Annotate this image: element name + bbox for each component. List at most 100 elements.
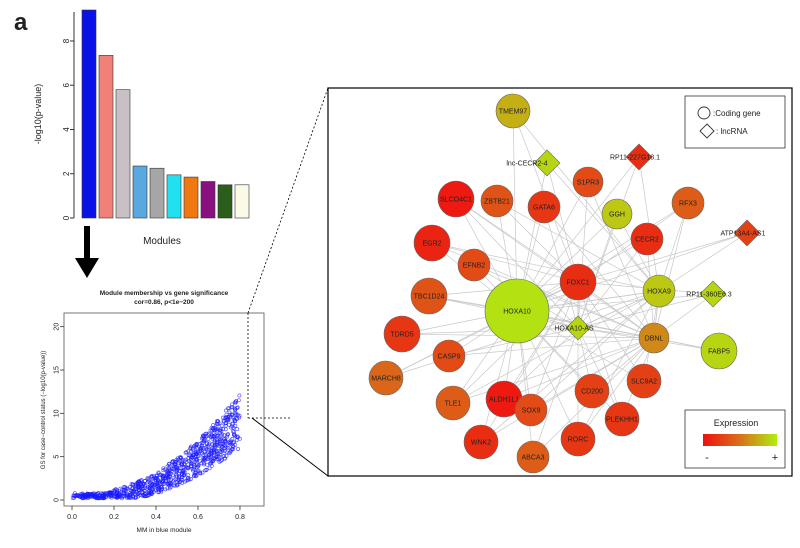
network-edge xyxy=(452,337,655,404)
network-node: RP11-360E6.3 xyxy=(686,280,732,308)
scatter-point xyxy=(118,486,123,491)
scatter-point xyxy=(215,457,219,462)
network-node: HOXA10-AS xyxy=(554,315,594,341)
scatter-point xyxy=(194,465,199,470)
scatter-point xyxy=(72,493,77,498)
scatter-point xyxy=(165,476,170,480)
scatter-y-axis-title: GS for case−control status (−log10(p-val… xyxy=(41,351,47,469)
bar xyxy=(98,55,114,219)
coding-gene-node-shape xyxy=(604,401,640,437)
coding-gene-node-shape xyxy=(700,332,738,370)
coding-gene-node-shape xyxy=(638,322,670,354)
coding-gene-node-shape xyxy=(368,360,404,396)
scatter-point xyxy=(230,447,235,452)
coexpression-network: HOXA10 TMEM97 lnc-CECR2-4 RP11-227G18.1 SLCO… xyxy=(327,87,793,477)
scatter-title: Module membership vs gene significance xyxy=(100,290,229,297)
scatter-point xyxy=(220,458,224,462)
scatter-point xyxy=(233,411,238,416)
down-arrow-icon xyxy=(75,226,99,278)
scatter-point xyxy=(211,446,216,451)
network-node: DBNL xyxy=(638,322,670,354)
scatter-point xyxy=(221,437,226,441)
scatter-point xyxy=(134,494,139,499)
coding-gene-node-shape xyxy=(495,93,531,129)
scatter-point xyxy=(100,494,105,499)
lncrna-legend-icon xyxy=(699,123,715,139)
scatter-point xyxy=(227,422,231,427)
scatter-point xyxy=(232,433,237,437)
scatter-point xyxy=(176,477,181,482)
scatter-x-axis-title: MM in blue module xyxy=(137,527,192,534)
scatter-point xyxy=(96,491,101,496)
scatter-point xyxy=(174,468,179,473)
scatter-point xyxy=(216,419,221,424)
scatter-point xyxy=(198,471,203,476)
scatter-point xyxy=(190,466,195,471)
scatter-point xyxy=(134,487,139,492)
scatter-point xyxy=(177,466,182,471)
scatter-point xyxy=(186,449,191,454)
scatter-point xyxy=(157,472,162,477)
coding-gene-node-shape xyxy=(435,385,471,421)
scatter-point xyxy=(168,468,173,473)
scatter-point xyxy=(170,467,175,472)
coding-gene-node-shape xyxy=(437,180,475,218)
network-edge xyxy=(587,181,655,339)
scatter-point xyxy=(218,431,223,436)
network-node: CASP9 xyxy=(432,339,466,373)
module-bar-chart: 0 2 4 6 8 -log10(p-value) Modules xyxy=(33,9,250,247)
bar xyxy=(183,176,199,219)
network-node-label: HOXA10 xyxy=(503,309,531,316)
scatter-point xyxy=(161,466,166,471)
network-edge xyxy=(455,198,655,339)
scatter-point xyxy=(205,462,210,467)
scatter-point xyxy=(220,427,225,431)
zoom-connector-bottom xyxy=(251,417,329,477)
network-edge xyxy=(653,202,689,339)
network-node-label: TMEM97 xyxy=(499,109,528,116)
scatter-point xyxy=(173,462,178,466)
scatter-point xyxy=(142,478,147,483)
network-node: S1PR3 xyxy=(572,166,604,198)
scatter-point xyxy=(206,437,211,441)
scatter-point xyxy=(165,481,170,486)
network-node-label: SLCO4C1 xyxy=(440,197,472,204)
scatter-point xyxy=(100,492,105,497)
network-node: SLC9A2 xyxy=(626,363,662,399)
scatter-point xyxy=(227,410,232,415)
network-node-label: TLE1 xyxy=(445,401,462,408)
scatter-point xyxy=(115,495,120,500)
scatter-point xyxy=(217,437,222,442)
expression-high-label: + xyxy=(772,452,778,464)
expression-low-label: - xyxy=(705,452,709,464)
scatter-point xyxy=(171,479,176,484)
network-edge xyxy=(512,110,660,292)
network-edge xyxy=(577,181,589,329)
network-edge xyxy=(530,281,579,411)
scatter-point xyxy=(188,446,193,451)
scatter-point xyxy=(214,453,219,458)
scatter-point xyxy=(150,482,155,487)
scatter-point xyxy=(230,405,235,410)
bar-x-axis-title: Modules xyxy=(143,236,181,247)
network-node-label: HOXA9 xyxy=(647,289,671,296)
network-node-label: ALDH1L1 xyxy=(489,397,519,404)
network-node-label: TBC1D24 xyxy=(414,294,445,301)
network-node-label: FABP5 xyxy=(708,349,730,356)
coding-gene-node-shape xyxy=(601,198,633,230)
bar-y-tick-label: 2 xyxy=(62,171,71,176)
scatter-point xyxy=(114,487,118,492)
scatter-point xyxy=(216,443,221,448)
scatter-point xyxy=(236,447,240,451)
network-node: lnc-CECR2-4 xyxy=(506,149,561,177)
scatter-point xyxy=(219,446,224,451)
scatter-x-tick-label: 0.8 xyxy=(235,514,245,521)
coding-gene-node-shape xyxy=(410,277,448,315)
scatter-point xyxy=(171,483,176,488)
network-edge xyxy=(496,200,579,283)
scatter-point xyxy=(149,492,154,497)
scatter-point xyxy=(224,408,228,413)
network-node: HOXA9 xyxy=(642,274,676,308)
network-nodes: HOXA10 TMEM97 lnc-CECR2-4 RP11-227G18.1 SLCO… xyxy=(368,93,766,474)
network-edge xyxy=(546,162,579,283)
